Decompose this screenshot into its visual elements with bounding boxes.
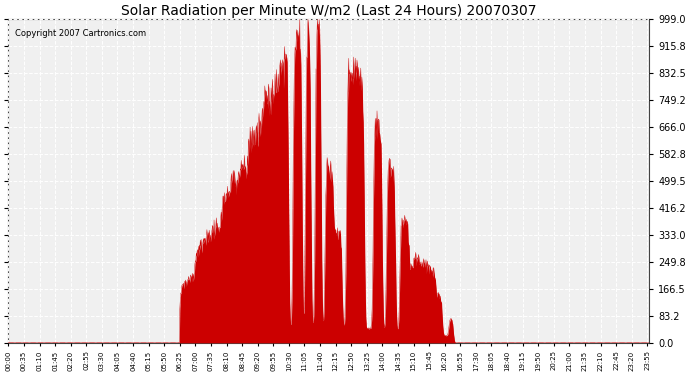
Text: Copyright 2007 Cartronics.com: Copyright 2007 Cartronics.com (14, 29, 146, 38)
Title: Solar Radiation per Minute W/m2 (Last 24 Hours) 20070307: Solar Radiation per Minute W/m2 (Last 24… (121, 4, 536, 18)
